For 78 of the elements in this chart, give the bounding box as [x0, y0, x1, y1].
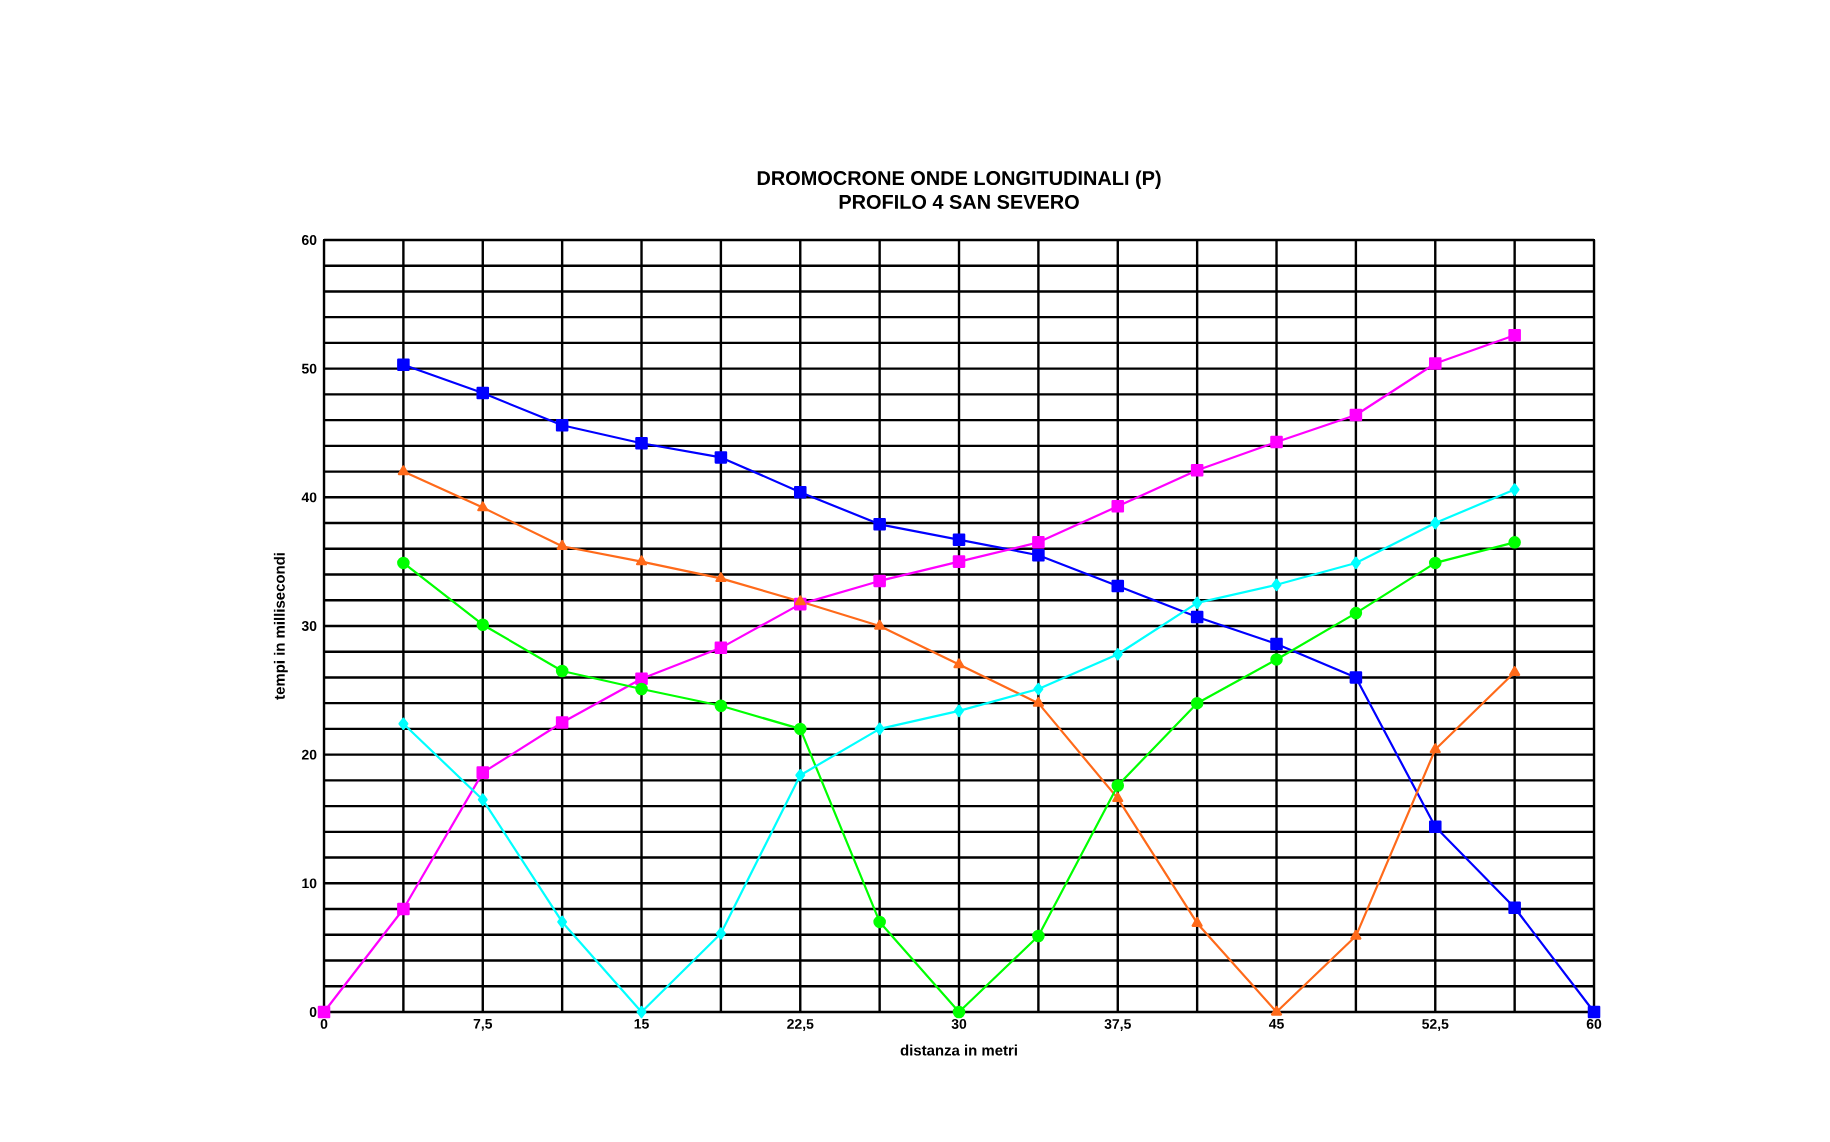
point: [477, 501, 489, 512]
point: [1349, 408, 1363, 422]
point: [793, 485, 807, 499]
point: [1270, 1005, 1283, 1016]
point: [1508, 901, 1521, 915]
point: [1033, 682, 1044, 696]
point: [952, 1005, 966, 1019]
point: [1350, 929, 1362, 940]
point: [555, 418, 569, 432]
point: [635, 555, 648, 566]
point: [1192, 596, 1203, 610]
point: [952, 533, 966, 547]
point: [1349, 671, 1363, 684]
point: [1190, 464, 1204, 477]
point: [477, 793, 488, 806]
point: [1111, 579, 1125, 593]
point: [1508, 536, 1521, 549]
point: [317, 1005, 331, 1019]
point: [1111, 500, 1125, 513]
point: [874, 722, 885, 736]
point: [1191, 916, 1203, 927]
point: [557, 915, 568, 929]
point: [873, 574, 886, 588]
point: [1190, 696, 1204, 710]
point: [1032, 696, 1044, 707]
point: [397, 358, 410, 372]
point: [793, 722, 807, 736]
point: [1112, 648, 1123, 661]
point: [1190, 610, 1204, 624]
point: [873, 915, 886, 929]
point: [1508, 328, 1521, 342]
point: [1509, 666, 1521, 676]
point: [714, 451, 728, 464]
point: [1428, 556, 1442, 570]
point: [715, 927, 726, 940]
point: [1112, 792, 1124, 803]
point: [1032, 929, 1045, 943]
point: [952, 555, 966, 568]
point: [397, 902, 410, 916]
point: [398, 717, 409, 731]
point: [1430, 516, 1441, 530]
point: [1349, 606, 1363, 620]
point: [635, 672, 648, 686]
point: [1428, 820, 1442, 833]
point: [714, 699, 728, 713]
point: [555, 664, 569, 678]
chart-subtitle: PROFILO 4 SAN SEVERO: [839, 194, 1079, 209]
point: [1270, 435, 1283, 449]
point: [1429, 743, 1441, 754]
point: [635, 682, 648, 696]
point: [556, 539, 568, 550]
point: [714, 641, 728, 655]
point: [1270, 637, 1283, 651]
point: [476, 766, 490, 779]
point: [555, 716, 569, 729]
point: [953, 658, 965, 669]
point: [874, 619, 886, 630]
point: [1428, 357, 1442, 370]
point: [1111, 779, 1125, 792]
point: [635, 436, 648, 450]
point: [1032, 548, 1045, 562]
point: [1270, 653, 1283, 666]
point: [795, 768, 806, 782]
point: [873, 518, 886, 531]
point: [1509, 483, 1520, 496]
point: [954, 704, 965, 718]
point: [397, 556, 410, 570]
point: [636, 1005, 647, 1019]
point: [1271, 578, 1282, 592]
point: [794, 595, 806, 606]
point: [397, 465, 409, 476]
chart-title: DROMOCRONE ONDE LONGITUDINALI (P): [757, 170, 1161, 190]
point: [1587, 1005, 1601, 1019]
point: [476, 618, 490, 631]
point: [1032, 536, 1045, 549]
point: [476, 386, 490, 400]
point: [1350, 556, 1361, 570]
point: [715, 572, 727, 583]
